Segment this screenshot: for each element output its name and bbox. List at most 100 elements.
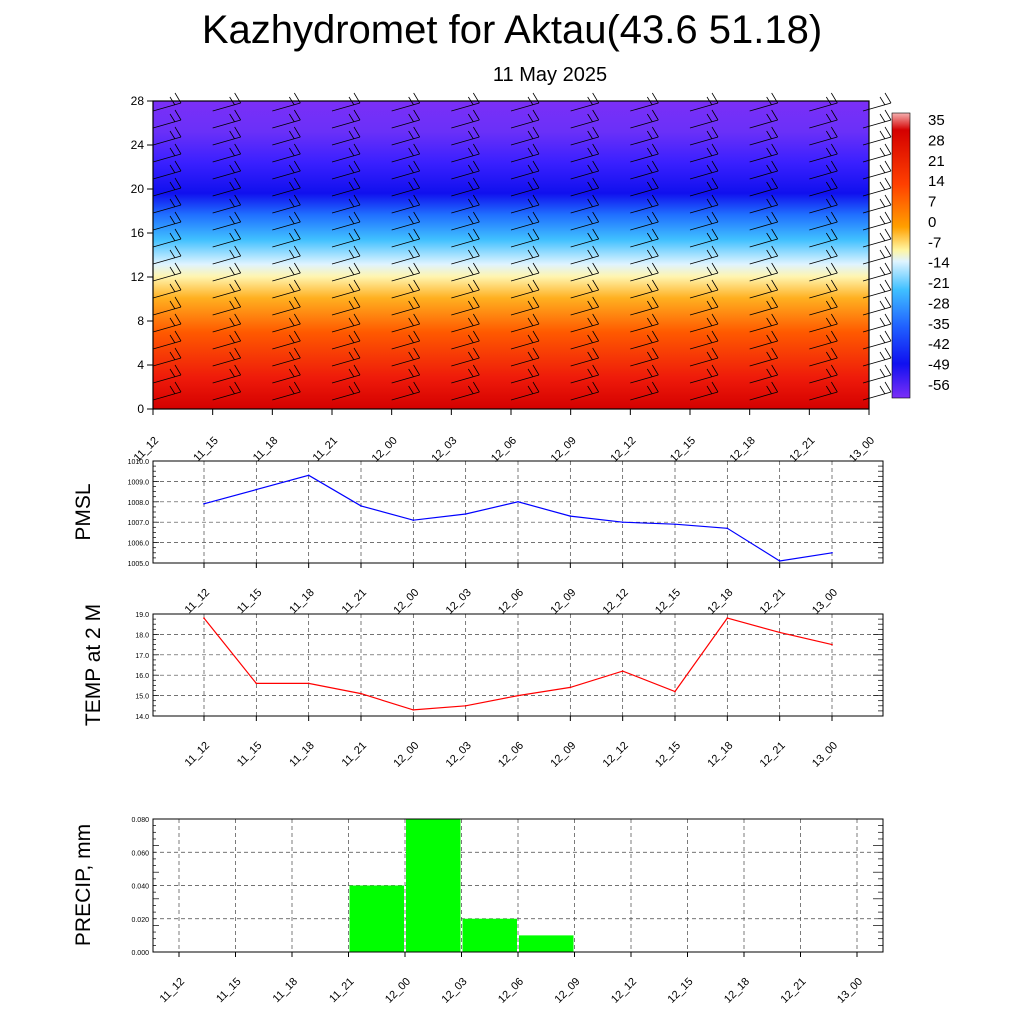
colorbar-label: 0 [928, 214, 936, 231]
wind-barb [570, 109, 600, 129]
wind-barb [570, 228, 600, 248]
x-tick-label: 12_00 [383, 976, 413, 1006]
wind-barb [391, 330, 421, 350]
wind-barb [862, 228, 892, 248]
wind-barb [391, 381, 421, 401]
wind-barb [451, 347, 480, 367]
wind-barb [212, 143, 242, 163]
data-point [831, 643, 833, 646]
wind-barb [689, 143, 719, 163]
x-tick-label: 12_03 [440, 976, 470, 1006]
x-tick-label: 12_21 [758, 587, 788, 617]
x-tick-label: 12_21 [758, 740, 788, 770]
x-tick-label: 13_00 [810, 587, 840, 617]
heatmap-y-tick-label: 16 [131, 226, 145, 240]
x-tick-label: 13_00 [835, 976, 865, 1006]
wind-barb [630, 245, 659, 265]
wind-barb [689, 211, 719, 231]
wind-barb [749, 381, 779, 401]
wind-barb [749, 262, 779, 282]
colorbar-label: 7 [928, 194, 936, 211]
wind-barb [212, 177, 242, 197]
x-tick-label: 12_06 [496, 740, 526, 770]
wind-barb [749, 330, 779, 350]
wind-barb [391, 143, 421, 163]
data-point [255, 682, 258, 685]
wind-barb [152, 143, 182, 163]
wind-barb [809, 194, 838, 214]
wind-barb [862, 109, 892, 129]
wind-barb [451, 143, 480, 163]
wind-barb [862, 194, 892, 214]
heatmap-x-tick-label: 12_21 [787, 435, 817, 465]
wind-barb [331, 296, 361, 316]
wind-barb [862, 330, 892, 350]
wind-barb [331, 228, 361, 248]
wind-barb [570, 279, 600, 299]
wind-barb [510, 109, 540, 129]
wind-barb [272, 364, 301, 384]
wind-barb [272, 262, 301, 282]
precip-bar [406, 819, 461, 952]
y-tick-label: 14.0 [135, 714, 149, 721]
colorbar-gradient [891, 112, 911, 399]
wind-barb [689, 347, 719, 367]
data-point [360, 692, 362, 695]
wind-barb [809, 245, 838, 265]
wind-barb [570, 126, 600, 146]
wind-barb [809, 160, 838, 180]
y-tick-label: 0.080 [131, 817, 149, 824]
x-tick-label: 12_00 [391, 587, 421, 617]
colorbar-labels: 35 28 21 14 7 0 -7 -14 -21 -28 -35 -42 -49 -56 [928, 112, 950, 394]
wind-barb [809, 279, 838, 299]
wind-barb [152, 262, 182, 282]
wind-barb [749, 109, 779, 129]
wind-barb [391, 279, 421, 299]
wind-barb [152, 364, 182, 384]
wind-barb [451, 194, 480, 214]
wind-barb [749, 245, 779, 265]
heatmap-y-tick-label: 4 [137, 358, 144, 372]
wind-barb [630, 143, 659, 163]
y-tick-label: 16.0 [135, 673, 149, 680]
wind-barb [862, 262, 892, 282]
wind-barb [152, 381, 182, 401]
wind-barb [272, 160, 301, 180]
pmsl-panel: 1005.0 1006.0 1007.0 1008.0 1009.0 1010.0 11_1… [72, 459, 884, 617]
x-tick-label: 11_15 [214, 976, 244, 1006]
wind-barb [809, 211, 838, 231]
wind-barb [630, 296, 659, 316]
wind-barb [689, 194, 719, 214]
wind-barb [689, 177, 719, 197]
wind-barb [749, 347, 779, 367]
wind-barb [212, 228, 242, 248]
x-tick-label: 12_09 [553, 976, 583, 1006]
x-tick-label: 11_18 [287, 587, 317, 617]
wind-barb [749, 194, 779, 214]
wind-barb [809, 330, 838, 350]
heatmap-x-tick-label: 12_09 [549, 435, 579, 465]
wind-barb [570, 143, 600, 163]
heatmap-x-tick-label: 11_15 [191, 435, 221, 465]
colorbar-label: -56 [928, 377, 950, 394]
y-tick-label: 18.0 [135, 632, 149, 639]
wind-barb [862, 143, 892, 163]
wind-barb [212, 245, 242, 265]
wind-barb [152, 109, 182, 129]
wind-barb [391, 313, 421, 333]
data-point [203, 617, 205, 619]
y-tick-label: 15.0 [135, 694, 149, 701]
data-point [307, 682, 310, 685]
wind-barb [749, 228, 779, 248]
wind-barb [212, 364, 242, 384]
wind-barb [212, 347, 242, 367]
wind-barb [212, 296, 242, 316]
wind-barb [570, 364, 600, 384]
data-point [464, 705, 467, 707]
wind-barb [331, 262, 361, 282]
wind-barb [809, 296, 838, 316]
wind-barb [391, 109, 421, 129]
heatmap-x-tick-label: 12_12 [608, 435, 638, 465]
data-point [360, 505, 362, 507]
